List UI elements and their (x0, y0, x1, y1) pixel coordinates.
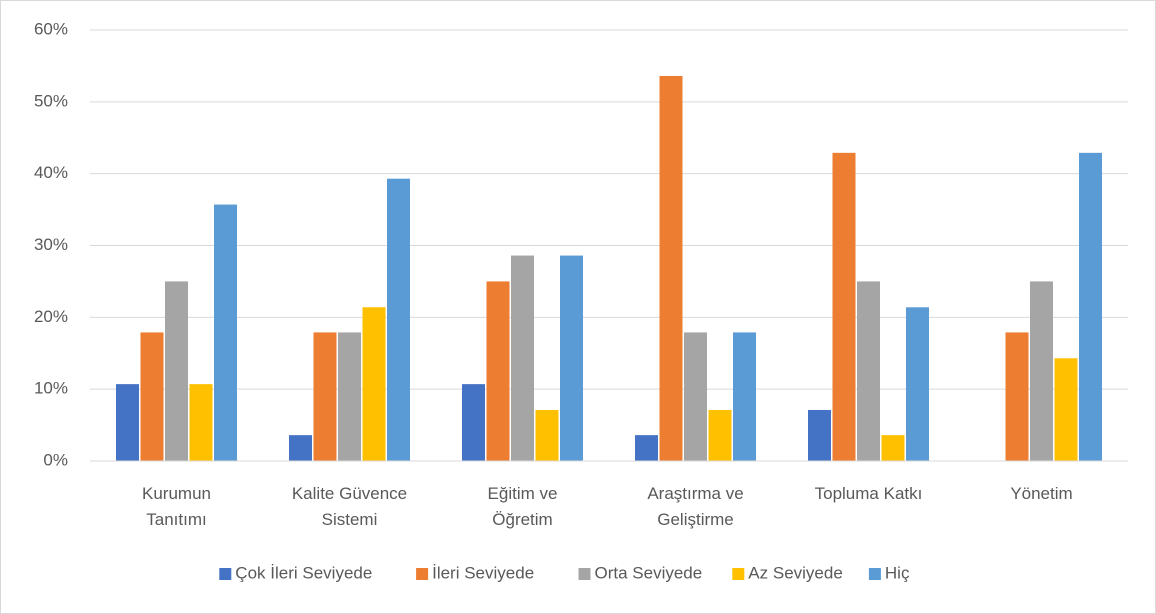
legend-label: Çok İleri Seviyede (235, 563, 372, 582)
x-tick-label-line: Araştırma ve (647, 484, 743, 503)
bar (684, 332, 707, 461)
bar (1030, 281, 1053, 461)
y-tick-label: 60% (34, 19, 68, 38)
bar (535, 409, 559, 461)
bar (362, 307, 386, 461)
y-tick-label: 10% (34, 379, 68, 398)
legend-swatch (416, 568, 429, 580)
x-tick-label-line: Tanıtımı (146, 510, 206, 529)
bar (906, 307, 929, 461)
bar (1079, 152, 1102, 461)
bar (313, 332, 337, 461)
bar (511, 255, 534, 461)
legend-label: İleri Seviyede (432, 563, 534, 582)
bar (486, 281, 510, 461)
y-tick-label: 40% (34, 163, 68, 182)
bar (635, 435, 658, 461)
bar (462, 384, 485, 461)
y-tick-label: 20% (34, 307, 68, 326)
y-tick-label: 50% (34, 91, 68, 110)
bar (708, 409, 732, 461)
x-tick-label: Yönetim (1010, 484, 1072, 503)
bar (289, 435, 312, 461)
bar (560, 255, 583, 461)
legend-label: Az Seviyede (748, 563, 843, 582)
x-tick-label: Kurumun Tanıtımı (142, 484, 211, 529)
y-tick-label: 0% (43, 450, 68, 469)
bar (1005, 332, 1029, 461)
x-tick-label: Topluma Katkı (815, 484, 923, 503)
x-tick-label-line: Geliştirme (657, 510, 734, 529)
legend-swatch (578, 568, 591, 580)
bar (189, 384, 213, 461)
legend-swatch (732, 568, 745, 580)
x-tick-label-line: Öğretim (492, 510, 552, 529)
bar (165, 281, 188, 461)
x-tick-label-line: Eğitim ve (488, 484, 558, 503)
bar (214, 204, 237, 461)
bar (857, 281, 880, 461)
bar (733, 332, 756, 461)
bar (116, 384, 139, 461)
bar (808, 409, 831, 461)
legend-label: Orta Seviyede (595, 563, 703, 582)
bar (338, 332, 361, 461)
legend-label: Hiç (885, 563, 910, 582)
x-tick-label: Kalite Güvence Sistemi (292, 484, 407, 529)
bar (140, 332, 164, 461)
x-tick-label-line: Sistemi (322, 510, 378, 529)
x-tick-label-line: Kalite Güvence (292, 484, 407, 503)
bar (832, 152, 856, 461)
bar (881, 435, 905, 461)
y-tick-label: 30% (34, 235, 68, 254)
x-tick-label-line: Topluma Katkı (815, 484, 923, 503)
x-tick-label-line: Yönetim (1010, 484, 1072, 503)
legend-swatch (868, 568, 881, 580)
x-tick-label: Eğitim ve Öğretim (488, 484, 558, 529)
bar (659, 75, 683, 462)
legend-swatch (219, 568, 232, 580)
x-tick-label: Araştırma ve Geliştirme (647, 484, 743, 529)
x-tick-label-line: Kurumun (142, 484, 211, 503)
bar (387, 178, 410, 461)
bar (1054, 358, 1078, 461)
